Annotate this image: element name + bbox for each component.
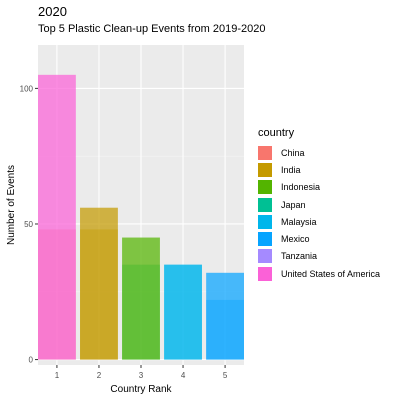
bars xyxy=(38,74,244,360)
chart-subtitle: Top 5 Plastic Clean-up Events from 2019-… xyxy=(38,23,266,35)
legend-item: China xyxy=(258,144,380,161)
legend-key xyxy=(258,214,272,229)
bar-2020-rank-5 xyxy=(206,272,244,360)
legend-key xyxy=(258,249,272,264)
legend-items: China India Indonesia Japan Malaysia Mexico Ta… xyxy=(258,144,380,282)
bar-2020-rank-2 xyxy=(80,207,118,360)
legend-key xyxy=(258,197,272,212)
legend-item: India xyxy=(258,161,380,178)
x-tick-label: 2 xyxy=(97,371,102,380)
legend-item: Indonesia xyxy=(258,179,380,196)
legend-key xyxy=(258,145,272,160)
y-tick-label: 100 xyxy=(20,84,34,93)
legend-label: China xyxy=(281,147,305,158)
legend-label: United States of America xyxy=(281,268,381,279)
legend-item: United States of America xyxy=(258,265,380,282)
legend-item: Japan xyxy=(258,196,380,213)
legend-item: Tanzania xyxy=(258,248,380,265)
legend-label: Tanzania xyxy=(281,251,318,262)
x-tick-label: 1 xyxy=(55,371,60,380)
chart-title: 2020 xyxy=(38,4,67,19)
legend-title: country xyxy=(258,127,295,139)
x-tick-label: 3 xyxy=(139,371,144,380)
legend-label: India xyxy=(281,164,301,175)
x-tick-label: 4 xyxy=(181,371,186,380)
legend-item: Mexico xyxy=(258,230,380,247)
legend-label: Mexico xyxy=(281,234,310,245)
legend: country China India Indonesia Japan Malaysia… xyxy=(258,127,380,282)
x-axis-label: Country Rank xyxy=(110,384,172,395)
legend-label: Malaysia xyxy=(281,216,317,227)
legend-item: Malaysia xyxy=(258,213,380,230)
x-tick-label: 5 xyxy=(223,371,228,380)
x-ticks: 1 2 3 4 5 xyxy=(55,365,228,380)
legend-key xyxy=(258,232,272,247)
y-tick-label: 50 xyxy=(24,220,33,229)
legend-key xyxy=(258,266,272,281)
legend-label: Indonesia xyxy=(281,182,321,193)
bar-2020-rank-1 xyxy=(38,74,76,360)
legend-key xyxy=(258,162,272,177)
y-axis-label: Number of Events xyxy=(6,165,17,245)
y-ticks: 0 50 100 xyxy=(20,84,38,365)
legend-key xyxy=(258,180,272,195)
bar-2020-rank-3 xyxy=(122,237,160,360)
bar-2020-rank-4 xyxy=(164,264,202,360)
y-tick-label: 0 xyxy=(29,356,34,365)
legend-label: Japan xyxy=(281,199,306,210)
